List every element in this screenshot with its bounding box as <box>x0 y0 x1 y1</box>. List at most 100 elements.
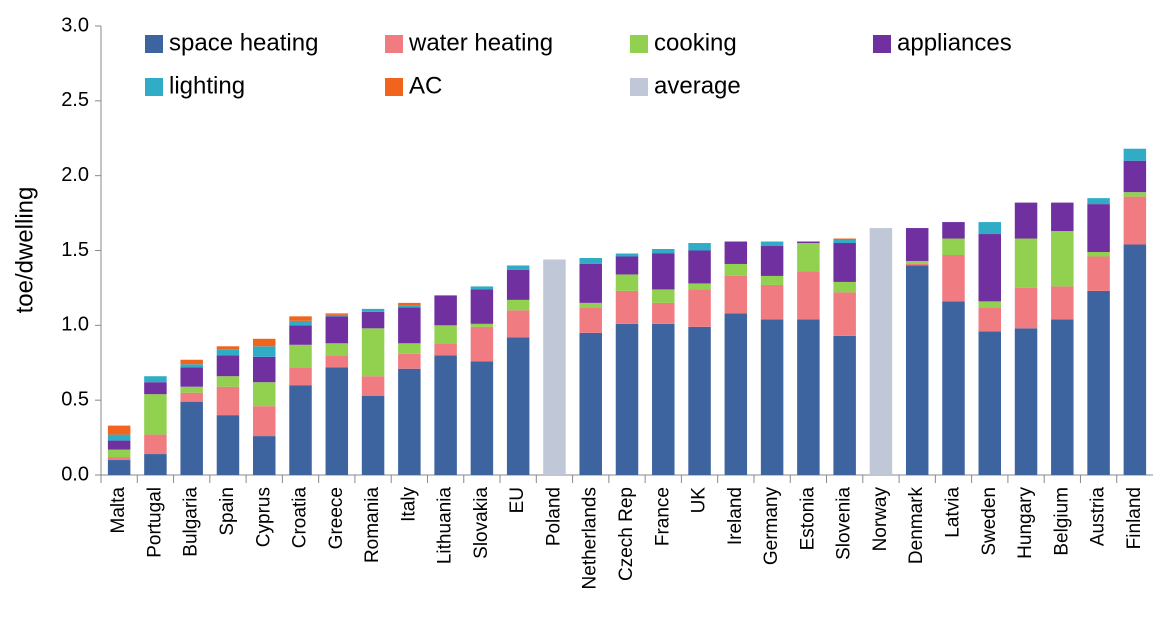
bar-segment <box>688 289 711 327</box>
bar-segment <box>434 325 457 344</box>
bar-segment <box>688 283 711 290</box>
bar-segment <box>760 246 784 276</box>
bar-segment <box>107 457 131 461</box>
bar-segment <box>325 367 349 475</box>
bar-segment <box>325 313 349 315</box>
bar-segment <box>1014 328 1038 475</box>
bar-segment <box>361 376 385 396</box>
bar-segment <box>1051 319 1074 475</box>
legend-label: water heating <box>408 29 553 56</box>
bar-segment <box>615 253 639 257</box>
bar-segment <box>579 263 602 303</box>
bar-segment <box>216 349 240 356</box>
bar-segment <box>833 292 856 336</box>
legend-swatch <box>145 78 163 96</box>
bar-segment <box>724 275 748 314</box>
bar-segment <box>579 302 602 308</box>
bar-segment <box>470 323 494 327</box>
x-tick-label: France <box>652 487 673 546</box>
bar-segment <box>942 238 965 255</box>
bar-segment <box>216 346 240 350</box>
bar-segment <box>144 434 167 455</box>
bar-segment <box>361 328 385 377</box>
bar-segment <box>978 222 1002 235</box>
y-tick-label: 0.5 <box>61 388 89 410</box>
bar-segment <box>797 271 820 320</box>
bar-segment <box>180 367 203 387</box>
bar-segment <box>760 319 784 475</box>
bar-segment <box>978 301 1002 308</box>
y-tick-label: 0.0 <box>61 463 89 485</box>
bar-segment <box>144 454 167 475</box>
bar-segment <box>905 260 929 264</box>
bar-segment <box>833 243 856 282</box>
y-tick-label: 1.5 <box>61 239 89 261</box>
bar-segment <box>833 335 856 475</box>
bar-segment <box>289 344 312 368</box>
x-tick-label: Italy <box>398 487 419 522</box>
x-tick-label: Sweden <box>979 487 1000 556</box>
y-axis-label: toe/dwelling <box>11 187 38 314</box>
bar-segment <box>506 299 530 311</box>
bar-segment <box>144 382 167 395</box>
bar-segment <box>289 367 312 386</box>
bar-segment <box>652 302 675 324</box>
bar-segment <box>180 364 203 368</box>
bar-segment <box>833 281 856 293</box>
bar-segment <box>797 241 820 244</box>
bar-segment <box>470 286 494 290</box>
bar-segment <box>144 376 167 383</box>
bar-segment <box>652 253 675 290</box>
bar-segment <box>289 385 312 475</box>
bar-segment <box>1123 160 1147 193</box>
x-tick-label: Croatia <box>290 487 311 549</box>
bar-segment <box>434 295 457 326</box>
bar-segment <box>252 382 276 407</box>
bar-segment <box>506 265 530 270</box>
bar-segment <box>289 320 312 326</box>
bar-segment <box>797 243 820 272</box>
bar-segment <box>398 307 421 344</box>
x-tick-label: Denmark <box>906 487 927 565</box>
bar-segment <box>905 263 929 266</box>
bar-segment <box>361 395 385 475</box>
bar-segment <box>180 401 203 475</box>
x-tick-label: Hungary <box>1015 487 1036 559</box>
bar-segment <box>905 228 929 261</box>
bar-segment <box>506 310 530 338</box>
bar-segment <box>325 355 349 368</box>
x-tick-label: Portugal <box>144 487 165 558</box>
x-tick-label: Austria <box>1088 487 1109 547</box>
bar-segment <box>470 326 494 362</box>
bar-segment <box>1123 244 1147 475</box>
y-tick-label: 2.5 <box>61 89 89 111</box>
x-tick-label: Romania <box>362 487 383 563</box>
bar-segment <box>180 386 203 393</box>
bar-segment <box>652 323 675 475</box>
bar-segment <box>144 394 167 435</box>
bar-segment <box>688 326 711 475</box>
bar-segment <box>398 305 421 308</box>
legend-swatch <box>873 35 891 53</box>
x-tick-label: Ireland <box>725 487 746 545</box>
bar-segment <box>1123 148 1147 161</box>
bar-segment <box>615 274 639 291</box>
bar-segment <box>325 314 349 317</box>
bar-segment <box>579 332 602 475</box>
bar-segment <box>724 263 748 276</box>
y-tick-label: 2.0 <box>61 164 89 186</box>
x-tick-label: Lithuania <box>435 487 456 565</box>
x-tick-label: Latvia <box>942 487 963 538</box>
bar-segment <box>978 331 1002 475</box>
bar-segment <box>289 325 312 345</box>
bar-segment <box>942 301 965 475</box>
bar-segment <box>180 392 203 402</box>
x-tick-label: Slovakia <box>471 487 492 559</box>
bar-segment <box>579 257 602 264</box>
bar-segment <box>361 308 385 312</box>
bar-segment <box>180 359 203 365</box>
bar-segment <box>1051 202 1074 232</box>
bar-segment <box>398 302 421 306</box>
x-tick-label: UK <box>689 487 710 514</box>
